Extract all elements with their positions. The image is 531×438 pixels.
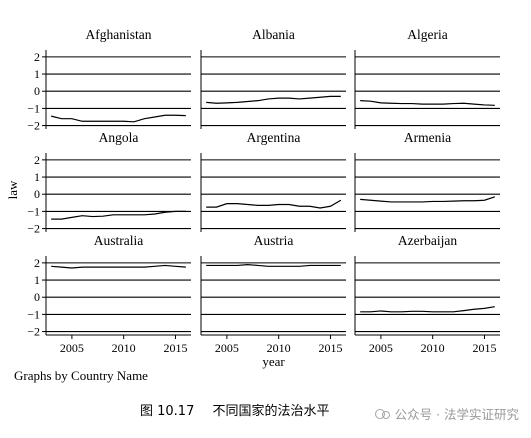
series-line bbox=[206, 263, 341, 267]
panel-title: Australia bbox=[94, 233, 144, 248]
series-line bbox=[51, 114, 186, 123]
y-tick-label: 2 bbox=[34, 50, 40, 64]
x-axis-title: year bbox=[262, 354, 285, 369]
series-line bbox=[51, 264, 186, 269]
series-line bbox=[206, 199, 342, 209]
x-tick-label: 2010 bbox=[267, 341, 291, 355]
y-tick-label: 2 bbox=[34, 256, 40, 270]
panel-title: Armenia bbox=[404, 130, 451, 145]
watermark-text: 公众号 · 法学实证研究 bbox=[394, 407, 519, 422]
watermark: 公众号 · 法学实证研究 bbox=[374, 404, 519, 423]
wechat-icon bbox=[374, 407, 390, 420]
panel-title: Argentina bbox=[247, 130, 301, 145]
graphs-by-note: Graphs by Country Name bbox=[14, 368, 148, 383]
y-tick-label: −1 bbox=[27, 204, 40, 218]
y-tick-label: 0 bbox=[34, 290, 40, 304]
x-tick-label: 2015 bbox=[163, 341, 187, 355]
y-tick-label: −1 bbox=[27, 101, 40, 115]
x-tick-label: 2005 bbox=[369, 341, 393, 355]
y-tick-label: −2 bbox=[27, 119, 40, 133]
y-axis-title: law bbox=[5, 180, 20, 199]
y-tick-label: 0 bbox=[34, 187, 40, 201]
y-tick-label: −1 bbox=[27, 307, 40, 321]
x-tick-label: 2015 bbox=[318, 341, 342, 355]
panel-title: Albania bbox=[252, 27, 295, 42]
x-tick-label: 2005 bbox=[60, 341, 84, 355]
y-tick-label: 1 bbox=[34, 67, 40, 81]
x-tick-label: 2010 bbox=[112, 341, 136, 355]
series-line bbox=[51, 210, 186, 220]
figure-caption: 图 10.17 不同国家的法治水平 bbox=[140, 400, 330, 419]
figure-caption-text: 不同国家的法治水平 bbox=[212, 404, 330, 419]
series-line bbox=[206, 95, 341, 104]
y-tick-label: 0 bbox=[34, 84, 40, 98]
panel-title: Azerbaijan bbox=[398, 233, 457, 248]
figure-number: 图 10.17 bbox=[140, 404, 195, 419]
y-tick-label: 1 bbox=[34, 170, 40, 184]
series-line bbox=[360, 100, 495, 106]
y-tick-label: 1 bbox=[34, 273, 40, 287]
x-tick-label: 2005 bbox=[215, 341, 239, 355]
x-tick-label: 2010 bbox=[421, 341, 445, 355]
series-line bbox=[360, 196, 496, 203]
x-tick-label: 2015 bbox=[472, 341, 496, 355]
y-tick-label: −2 bbox=[27, 222, 40, 236]
panel-title: Angola bbox=[99, 130, 139, 145]
panel-title: Austria bbox=[254, 233, 294, 248]
y-tick-label: −2 bbox=[27, 325, 40, 339]
panel-title: Algeria bbox=[407, 27, 447, 42]
panel-title: Afghanistan bbox=[86, 27, 152, 42]
y-tick-label: 2 bbox=[34, 153, 40, 167]
series-line bbox=[360, 306, 495, 313]
